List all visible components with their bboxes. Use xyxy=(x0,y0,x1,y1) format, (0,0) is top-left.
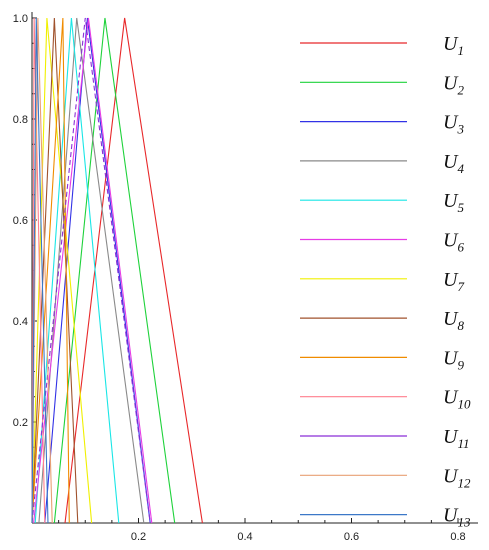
axes: 0.2 0.4 0.6 0.8 0.2 0.4 0.6 0.8 1.0 xyxy=(13,12,478,543)
legend-label-u6: U6 xyxy=(443,230,464,255)
x-tick-label: 0.8 xyxy=(450,531,465,543)
x-tick-label: 0.2 xyxy=(131,531,146,543)
legend-label-u1: U1 xyxy=(443,33,464,58)
series-line-u10 xyxy=(31,17,46,524)
series-line-u4 xyxy=(38,17,145,524)
series-line-u7 xyxy=(31,17,93,524)
y-tick-label: 1.0 xyxy=(13,13,28,25)
legend-label-u13: U13 xyxy=(443,505,471,530)
legend-label-u10: U10 xyxy=(443,387,471,412)
legend-label-u3: U3 xyxy=(443,112,464,137)
legend-label-u5: U5 xyxy=(443,190,464,215)
legend-label-u9: U9 xyxy=(443,347,464,372)
legend: U1 U2 U3 U4 U5 U6 U7 U8 U9 U10 U11 U12 U13 xyxy=(300,33,471,530)
legend-label-u2: U2 xyxy=(443,72,464,97)
y-tick-label: 0.8 xyxy=(13,114,28,126)
y-tick-label: 0.4 xyxy=(13,316,28,328)
series-line-u2 xyxy=(53,17,176,524)
legend-label-u4: U4 xyxy=(443,151,464,176)
series-line-u1 xyxy=(64,17,203,524)
legend-label-u12: U12 xyxy=(443,465,471,490)
series-line-u8 xyxy=(31,17,79,524)
legend-label-u11: U11 xyxy=(443,426,470,451)
series-line-u3 xyxy=(44,17,151,524)
legend-label-u8: U8 xyxy=(443,308,464,333)
x-tick-label: 0.4 xyxy=(237,531,252,543)
series-layer xyxy=(31,17,203,524)
series-line-u6 xyxy=(33,17,153,524)
series-line-u13 xyxy=(31,17,49,524)
y-tick-label: 0.2 xyxy=(13,417,28,429)
series-line-u11 xyxy=(31,17,151,524)
legend-label-u7: U7 xyxy=(443,269,464,294)
series-line-u9 xyxy=(31,17,70,524)
x-tick-label: 0.6 xyxy=(344,531,359,543)
y-tick-label: 0.6 xyxy=(13,215,28,227)
